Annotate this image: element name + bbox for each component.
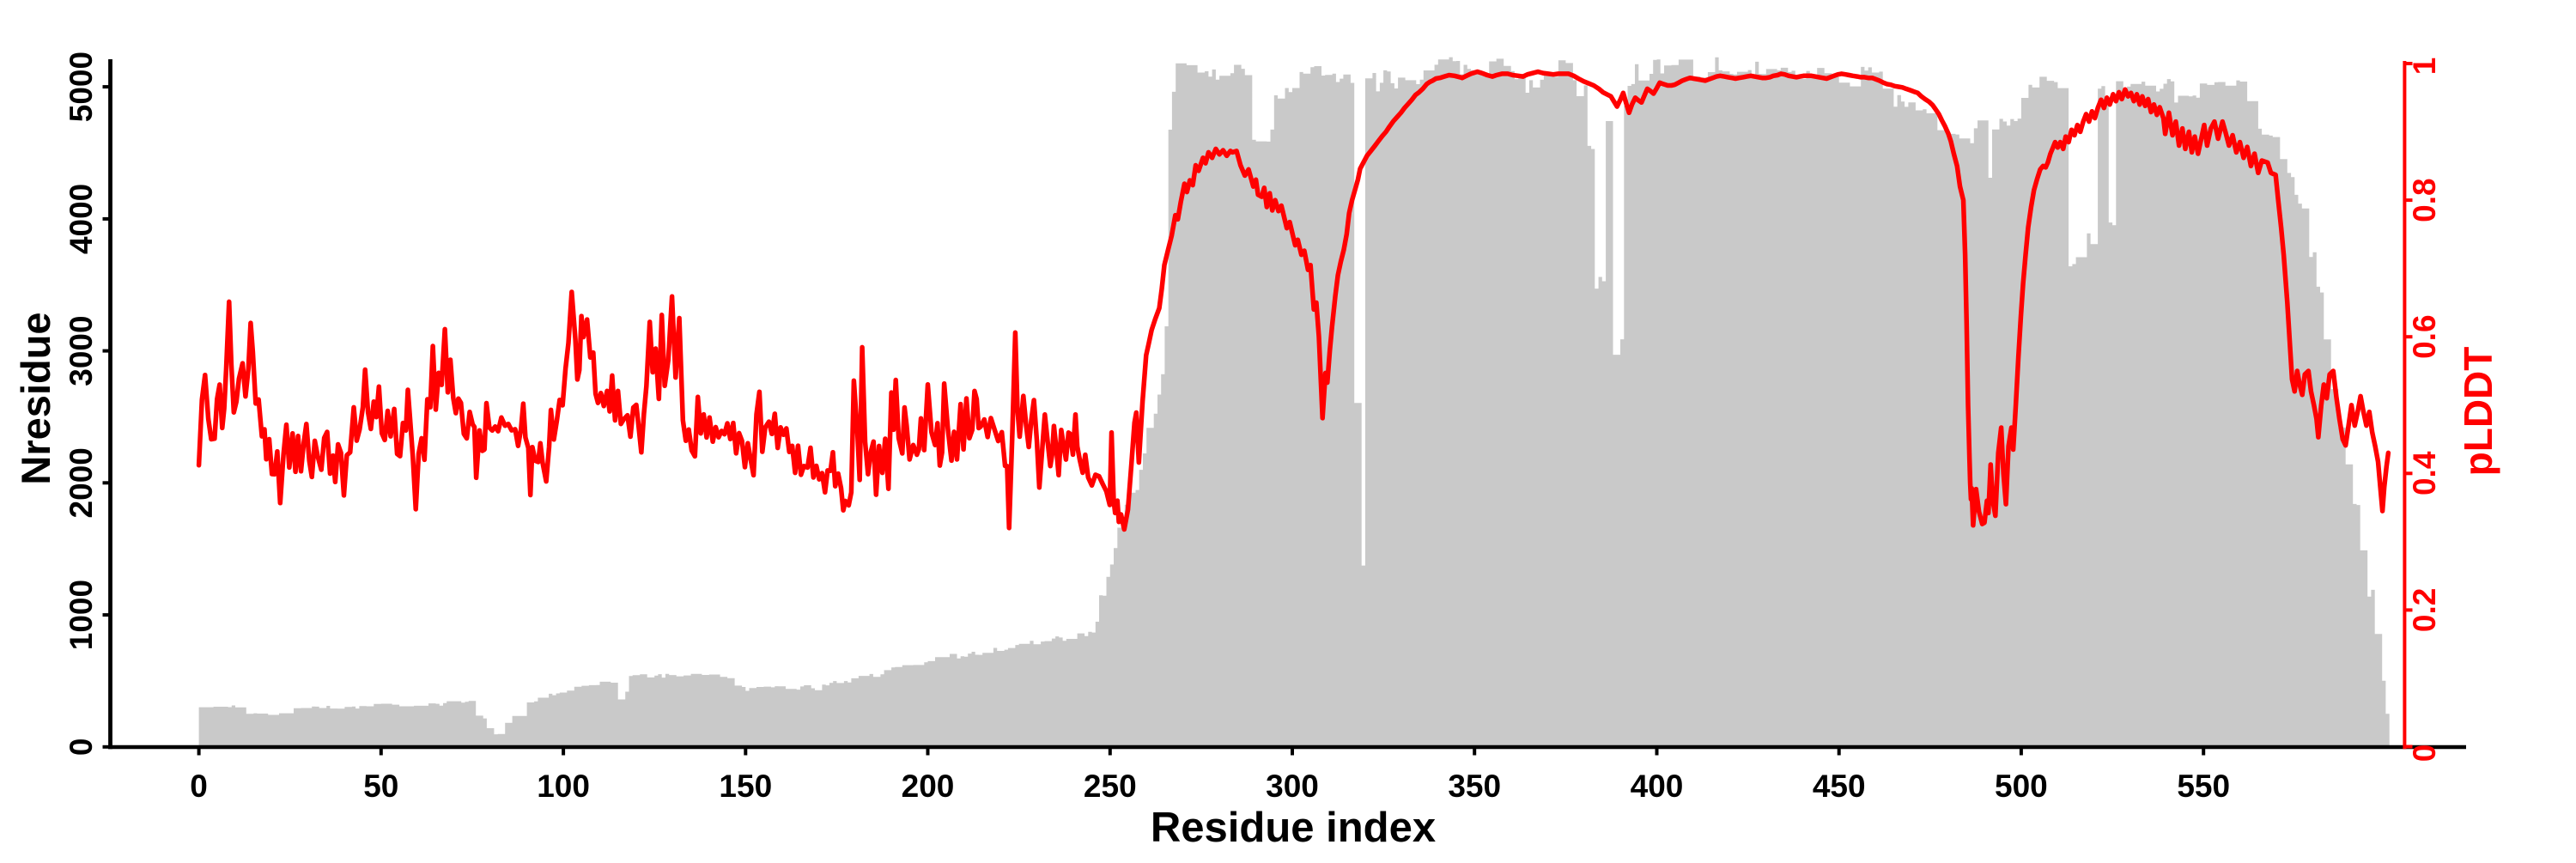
svg-text:550: 550: [2177, 769, 2230, 804]
svg-text:3000: 3000: [64, 315, 99, 386]
svg-text:400: 400: [1631, 769, 1684, 804]
svg-text:0: 0: [64, 738, 99, 757]
svg-text:2000: 2000: [64, 447, 99, 518]
svg-text:1: 1: [2407, 58, 2442, 76]
svg-text:500: 500: [1995, 769, 2048, 804]
svg-text:300: 300: [1266, 769, 1319, 804]
svg-text:pLDDT: pLDDT: [2456, 347, 2500, 477]
svg-text:0.4: 0.4: [2407, 451, 2442, 495]
svg-text:0.6: 0.6: [2407, 314, 2442, 358]
svg-text:0.2: 0.2: [2407, 588, 2442, 632]
svg-text:0: 0: [2407, 744, 2442, 763]
svg-text:1000: 1000: [64, 580, 99, 650]
svg-text:Residue index: Residue index: [1151, 805, 1436, 851]
svg-text:100: 100: [537, 769, 590, 804]
svg-text:150: 150: [719, 769, 772, 804]
svg-text:250: 250: [1084, 769, 1137, 804]
svg-text:4000: 4000: [64, 184, 99, 254]
svg-text:350: 350: [1448, 769, 1501, 804]
svg-text:50: 50: [363, 769, 398, 804]
svg-text:5000: 5000: [64, 52, 99, 122]
svg-text:450: 450: [1813, 769, 1866, 804]
svg-text:Nresidue: Nresidue: [13, 312, 58, 484]
svg-text:0.8: 0.8: [2407, 178, 2442, 222]
svg-text:200: 200: [902, 769, 955, 804]
svg-text:0: 0: [190, 769, 208, 804]
